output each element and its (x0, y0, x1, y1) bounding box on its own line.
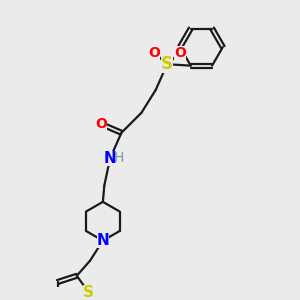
Text: S: S (83, 285, 94, 300)
Text: N: N (97, 233, 109, 248)
Text: O: O (95, 117, 107, 131)
Text: O: O (174, 46, 186, 60)
Text: O: O (148, 46, 160, 60)
Text: H: H (113, 152, 124, 165)
Text: N: N (103, 151, 116, 166)
Text: S: S (161, 55, 173, 73)
